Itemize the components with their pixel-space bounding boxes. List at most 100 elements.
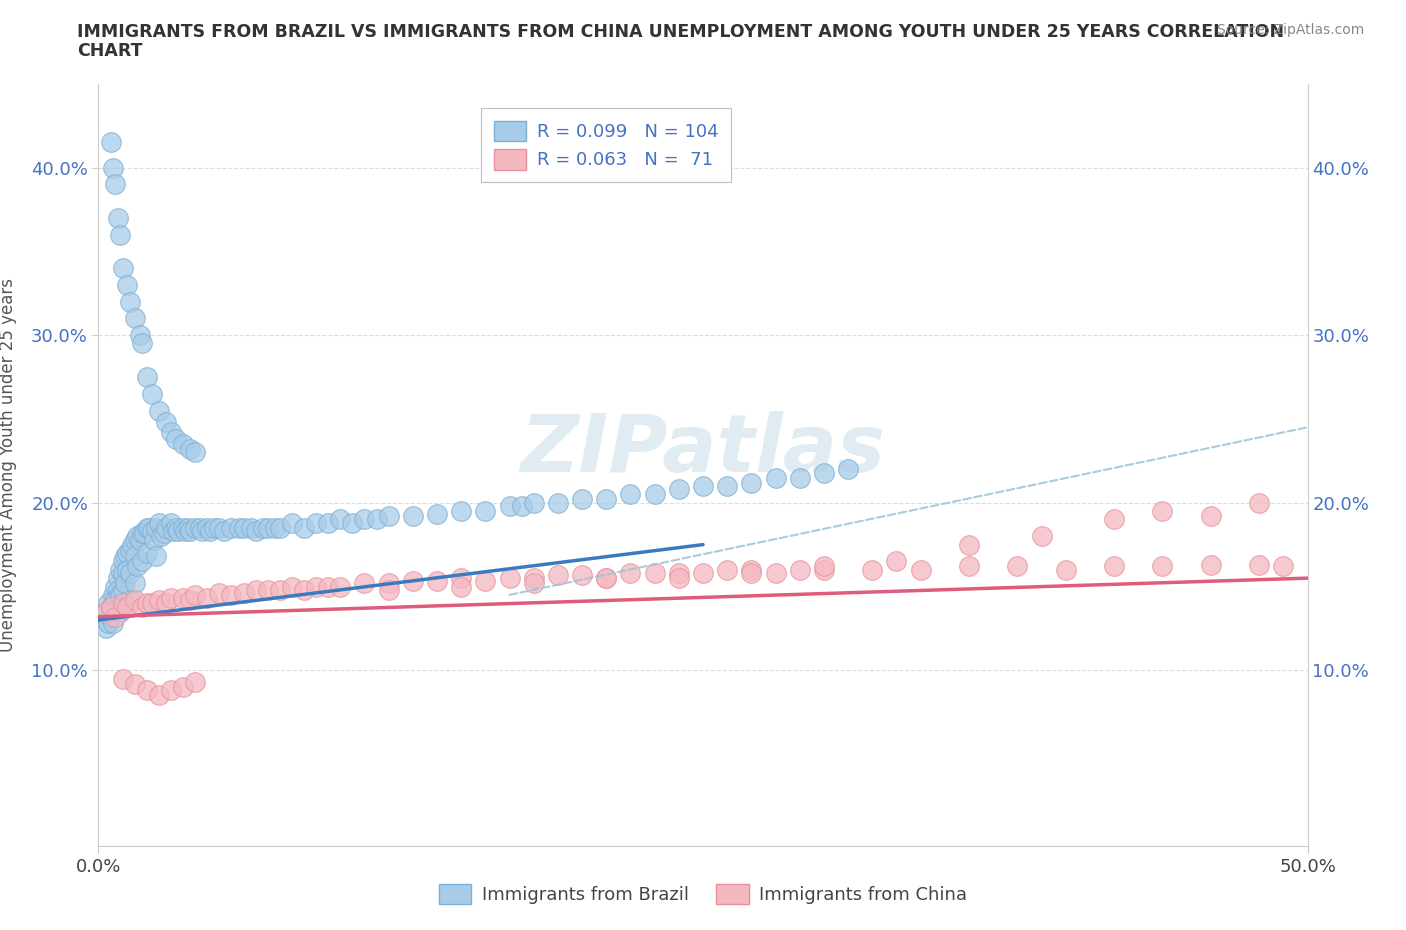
Point xyxy=(184,588,207,603)
Point xyxy=(450,504,472,519)
Point xyxy=(450,571,472,586)
Point xyxy=(172,436,194,451)
Legend: R = 0.099   N = 104, R = 0.063   N =  71: R = 0.099 N = 104, R = 0.063 N = 71 xyxy=(481,108,731,182)
Point xyxy=(191,524,214,538)
Point xyxy=(668,565,690,580)
Point xyxy=(127,529,149,544)
Point xyxy=(124,592,146,607)
Point xyxy=(124,576,146,591)
Point xyxy=(97,596,120,611)
Point xyxy=(184,445,207,459)
Point xyxy=(111,582,134,597)
Point xyxy=(131,525,153,540)
Point xyxy=(165,432,187,446)
Point xyxy=(101,588,124,603)
Point xyxy=(523,571,546,586)
Point xyxy=(716,479,738,494)
Point xyxy=(145,521,167,536)
Point xyxy=(104,177,127,192)
Point xyxy=(256,582,278,597)
Point xyxy=(94,604,117,619)
Point xyxy=(232,586,254,601)
Point xyxy=(595,492,617,507)
Point xyxy=(101,603,124,618)
Point xyxy=(148,403,170,418)
Point xyxy=(1199,509,1222,524)
Point xyxy=(228,521,250,536)
Point xyxy=(160,425,183,440)
Point xyxy=(1054,563,1077,578)
Point xyxy=(172,521,194,536)
Point xyxy=(100,599,122,614)
Point xyxy=(107,210,129,225)
Point xyxy=(523,496,546,511)
Point xyxy=(117,599,139,614)
Point xyxy=(377,576,399,591)
Point xyxy=(111,596,134,611)
Text: ZIPatlas: ZIPatlas xyxy=(520,411,886,489)
Point xyxy=(107,571,129,586)
Point xyxy=(212,524,235,538)
Point xyxy=(366,512,388,527)
Point xyxy=(256,521,278,536)
Point xyxy=(104,579,127,594)
Point xyxy=(498,498,520,513)
Point xyxy=(668,571,690,586)
Point xyxy=(114,549,136,564)
Point xyxy=(789,471,811,485)
Point xyxy=(1031,529,1053,544)
Point xyxy=(138,521,160,536)
Point xyxy=(124,676,146,691)
Point xyxy=(104,592,127,607)
Point xyxy=(124,532,146,547)
Point xyxy=(121,538,143,552)
Point xyxy=(97,616,120,631)
Point xyxy=(135,546,157,561)
Point xyxy=(1249,557,1271,572)
Point xyxy=(101,160,124,175)
Point xyxy=(837,462,859,477)
Text: IMMIGRANTS FROM BRAZIL VS IMMIGRANTS FROM CHINA UNEMPLOYMENT AMONG YOUTH UNDER 2: IMMIGRANTS FROM BRAZIL VS IMMIGRANTS FRO… xyxy=(77,23,1285,41)
Point xyxy=(135,683,157,698)
Point xyxy=(179,524,201,538)
Point xyxy=(221,521,243,536)
Point xyxy=(150,529,173,544)
Point xyxy=(118,542,141,557)
Point xyxy=(644,565,666,580)
Point xyxy=(117,277,139,292)
Point xyxy=(135,369,157,384)
Point xyxy=(141,596,163,611)
Point xyxy=(174,524,197,538)
Point xyxy=(135,521,157,536)
Point xyxy=(179,442,201,457)
Point xyxy=(1152,559,1174,574)
Point xyxy=(886,554,908,569)
Point xyxy=(94,613,117,628)
Point xyxy=(1152,504,1174,519)
Point xyxy=(239,521,262,536)
Point xyxy=(107,599,129,614)
Point xyxy=(329,512,352,527)
Point xyxy=(148,688,170,703)
Point xyxy=(117,563,139,578)
Point xyxy=(131,599,153,614)
Point xyxy=(316,515,339,530)
Point xyxy=(177,521,200,536)
Point xyxy=(668,482,690,497)
Point xyxy=(281,579,304,594)
Point xyxy=(765,565,787,580)
Point xyxy=(305,515,328,530)
Point xyxy=(111,599,134,614)
Point xyxy=(402,509,425,524)
Point xyxy=(353,576,375,591)
Point xyxy=(1102,512,1125,527)
Point xyxy=(426,574,449,589)
Point xyxy=(329,579,352,594)
Point xyxy=(145,549,167,564)
Point xyxy=(184,521,207,536)
Point xyxy=(245,582,267,597)
Point xyxy=(377,582,399,597)
Point xyxy=(128,532,150,547)
Point xyxy=(118,592,141,607)
Point xyxy=(117,546,139,561)
